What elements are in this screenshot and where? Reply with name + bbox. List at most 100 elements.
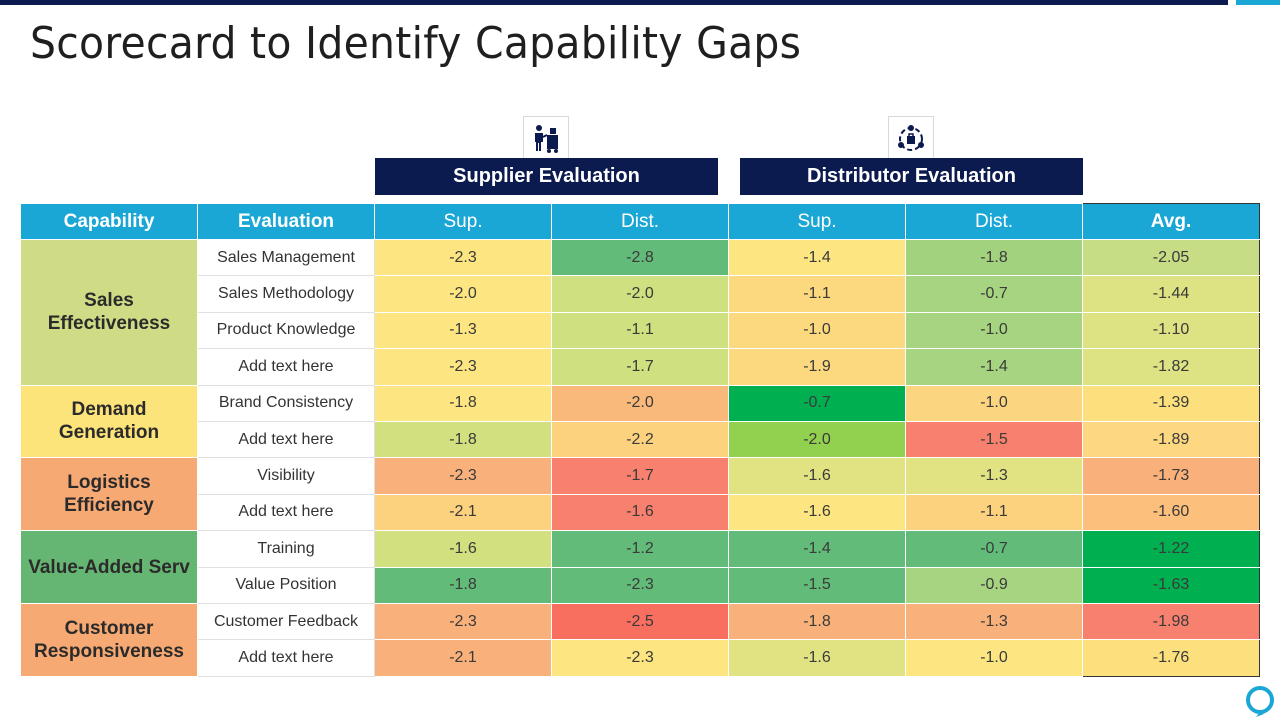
avg-value: -1.44	[1082, 275, 1260, 313]
distributor-dist-value: -0.9	[905, 566, 1083, 604]
distributor-sup-value: -2.0	[728, 420, 906, 459]
distributor-sup-value: -1.4	[728, 530, 906, 568]
table-row: Add text here -1.8 -2.2 -2.0 -1.5 -1.89	[21, 420, 1260, 459]
col-header-distributor-dist: Dist.	[905, 203, 1083, 240]
evaluation-cell: Visibility	[197, 457, 375, 495]
distributor-dist-value: -1.3	[905, 602, 1083, 641]
table-row: Sales Effectiveness Sales Management -2.3-…	[20, 238, 1260, 386]
table-body: Sales Effectiveness Sales Management -2.3-…	[20, 238, 1260, 677]
distributor-sup-value: -1.6	[728, 639, 906, 677]
supplier-sup-value: -2.1	[374, 639, 552, 677]
distributor-dist-value: -1.4	[905, 348, 1083, 386]
distributor-icon	[888, 116, 934, 162]
top-accent-bar-right	[1236, 0, 1280, 5]
col-header-capability: Capability	[20, 203, 198, 240]
table-row: Product Knowledge -1.3 -1.1 -1.0 -1.0 -1.10	[21, 311, 1260, 350]
evaluation-cell: Training	[197, 530, 375, 568]
supplier-dist-value: -2.8	[551, 238, 729, 277]
supplier-sup-value: -2.3	[374, 238, 552, 277]
distributor-sup-value: -1.9	[728, 348, 906, 386]
avg-value: -1.39	[1082, 384, 1260, 422]
table-row: Sales Methodology -2.0 -2.0 -1.1 -0.7 -1.44	[21, 275, 1260, 313]
table-row: Value-Added Serv Training -1.6 -1.2 -1.4 -0.7…	[20, 530, 1260, 604]
table-row: Add text here -2.3 -1.7 -1.9 -1.4 -1.82	[21, 348, 1260, 386]
supplier-dist-value: -1.1	[551, 311, 729, 350]
brand-logo-icon	[1246, 686, 1274, 717]
distributor-sup-value: -1.1	[728, 275, 906, 313]
distributor-dist-value: -0.7	[905, 275, 1083, 313]
evaluation-cell: Product Knowledge	[197, 311, 375, 350]
avg-value: -1.22	[1082, 530, 1260, 568]
supplier-dist-value: -1.2	[551, 530, 729, 568]
distributor-dist-value: -1.0	[905, 639, 1083, 677]
evaluation-cell: Sales Methodology	[197, 275, 375, 313]
distributor-dist-value: -1.0	[905, 384, 1083, 422]
capability-cell: Sales Effectiveness	[20, 239, 198, 386]
distributor-dist-value: -1.1	[905, 493, 1083, 532]
table-header-row: Capability Evaluation Sup. Dist. Sup. Di…	[20, 203, 1260, 240]
supplier-dist-value: -2.3	[551, 566, 729, 604]
distributor-sup-value: -1.8	[728, 602, 906, 641]
avg-value: -1.73	[1082, 457, 1260, 495]
supplier-dist-value: -1.7	[551, 348, 729, 386]
supplier-dist-value: -1.7	[551, 457, 729, 495]
table-row: Value Position -1.8 -2.3 -1.5 -0.9 -1.63	[21, 566, 1260, 604]
page-title: Scorecard to Identify Capability Gaps	[30, 18, 802, 69]
avg-value: -1.76	[1082, 639, 1260, 677]
avg-value: -1.10	[1082, 311, 1260, 350]
table-row: Add text here -2.1 -2.3 -1.6 -1.0 -1.76	[21, 639, 1260, 677]
distributor-dist-value: -0.7	[905, 530, 1083, 568]
avg-value: -1.63	[1082, 566, 1260, 604]
evaluation-cell: Add text here	[197, 493, 375, 532]
supplier-dist-value: -2.5	[551, 602, 729, 641]
avg-value: -1.89	[1082, 420, 1260, 459]
supplier-sup-value: -1.8	[374, 420, 552, 459]
supplier-dist-value: -1.6	[551, 493, 729, 532]
distributor-dist-value: -1.8	[905, 238, 1083, 277]
table-row: Demand Generation Brand Consistency -1.8 -2…	[20, 384, 1260, 459]
evaluation-cell: Customer Feedback	[197, 602, 375, 641]
distributor-sup-value: -1.0	[728, 311, 906, 350]
avg-value: -1.82	[1082, 348, 1260, 386]
supplier-sup-value: -2.1	[374, 493, 552, 532]
supplier-sup-value: -2.3	[374, 602, 552, 641]
supplier-sup-value: -1.8	[374, 384, 552, 422]
supplier-sup-value: -2.3	[374, 457, 552, 495]
supplier-dist-value: -2.0	[551, 384, 729, 422]
top-accent-bar	[0, 0, 1228, 5]
supplier-person-cart-icon	[535, 125, 558, 153]
col-header-evaluation: Evaluation	[197, 203, 375, 240]
supplier-dist-value: -2.0	[551, 275, 729, 313]
distributor-evaluation-header: Distributor Evaluation	[740, 158, 1083, 195]
table-row: Logistics Efficiency Visibility -2.3 -1.7 -1…	[20, 457, 1260, 532]
supplier-sup-value: -1.8	[374, 566, 552, 604]
supplier-sup-value: -2.0	[374, 275, 552, 313]
table-row: Add text here -2.1 -1.6 -1.6 -1.1 -1.60	[21, 493, 1260, 532]
distributor-network-icon	[898, 125, 924, 151]
avg-value: -1.60	[1082, 493, 1260, 532]
col-header-supplier-sup: Sup.	[374, 203, 552, 240]
evaluation-cell: Add text here	[197, 639, 375, 677]
col-header-distributor-sup: Sup.	[728, 203, 906, 240]
evaluation-cell: Add text here	[197, 420, 375, 459]
scorecard-table: Capability Evaluation Sup. Dist. Sup. Di…	[20, 203, 1260, 677]
evaluation-cell: Sales Management	[197, 238, 375, 277]
capability-cell: Customer Responsiveness	[20, 602, 198, 677]
supplier-dist-value: -2.3	[551, 639, 729, 677]
distributor-sup-value: -1.4	[728, 238, 906, 277]
supplier-sup-value: -2.3	[374, 348, 552, 386]
supplier-dist-value: -2.2	[551, 420, 729, 459]
evaluation-cell: Add text here	[197, 348, 375, 386]
capability-cell: Value-Added Serv	[20, 530, 198, 604]
distributor-dist-value: -1.5	[905, 420, 1083, 459]
table-row: Customer Responsiveness Customer Feedback…	[20, 602, 1260, 677]
supplier-icon	[523, 116, 569, 162]
avg-value: -1.98	[1082, 602, 1260, 641]
col-header-avg: Avg.	[1082, 203, 1260, 240]
capability-cell: Demand Generation	[20, 384, 198, 459]
distributor-sup-value: -0.7	[728, 384, 906, 422]
distributor-sup-value: -1.6	[728, 493, 906, 532]
supplier-sup-value: -1.6	[374, 530, 552, 568]
capability-cell: Logistics Efficiency	[20, 457, 198, 532]
distributor-dist-value: -1.3	[905, 457, 1083, 495]
